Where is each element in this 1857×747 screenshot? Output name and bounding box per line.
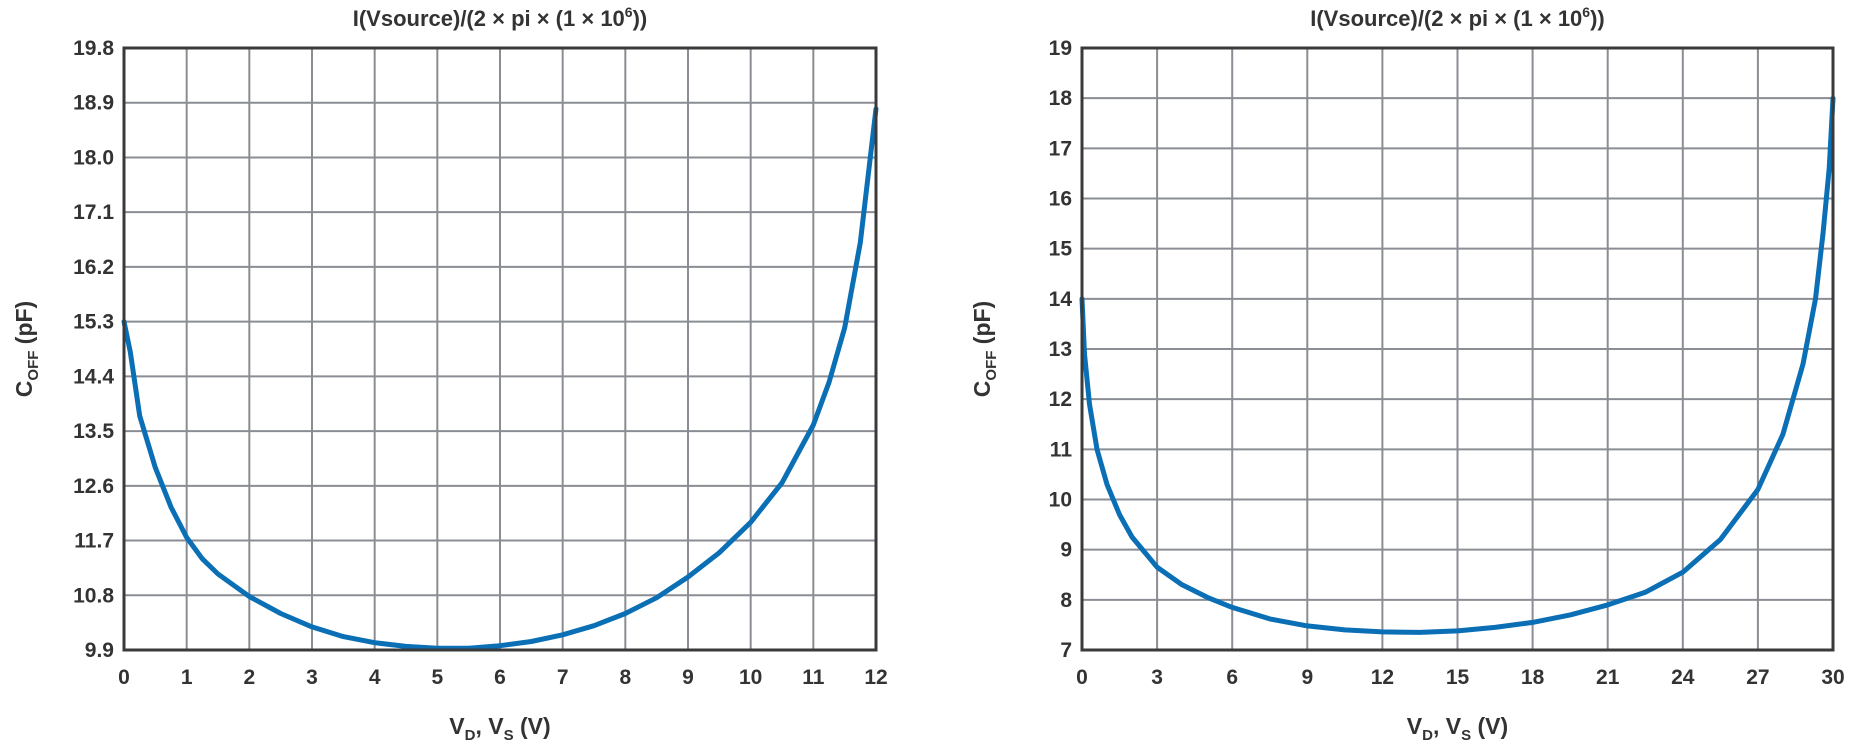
y-tick-label: 15.3: [73, 311, 114, 334]
x-tick-label: 0: [1076, 666, 1088, 689]
y-tick-label: 16: [1049, 188, 1072, 211]
chart-title: I(Vsource)/(2 × pi × (1 × 106)): [1310, 4, 1605, 31]
x-tick-label: 2: [243, 666, 255, 689]
y-tick-label: 15: [1049, 238, 1073, 261]
x-tick-label: 3: [1151, 666, 1163, 689]
x-tick-label: 30: [1821, 666, 1844, 689]
series-line-1: [121, 106, 879, 651]
y-tick-label: 17.1: [73, 201, 114, 224]
y-tick-label: 16.2: [73, 256, 114, 279]
chart-2: 0 3 6 9 12 15 18 21 24 27 30 7 8 9 10 11 12 13 14 15 16 17 18 1…: [969, 4, 1845, 744]
y-tick-label: 13.5: [73, 420, 114, 443]
y-tick-label: 14.4: [73, 365, 114, 388]
x-tick-label: 27: [1746, 666, 1769, 689]
x-tick-label: 18: [1521, 666, 1545, 689]
y-tick-label: 10.8: [73, 584, 114, 607]
x-tick-label: 11: [802, 666, 825, 689]
y-tick-label: 18.0: [73, 146, 114, 169]
y-tick-label: 19.8: [73, 37, 114, 60]
y-tick-label: 12.6: [73, 475, 114, 498]
x-tick-label: 5: [431, 666, 443, 689]
y-tick-label: 8: [1060, 589, 1072, 612]
x-axis-label: VD, VS (V): [449, 713, 550, 744]
x-tick-label: 21: [1596, 666, 1620, 689]
x-tick-label: 3: [306, 666, 318, 689]
y-tick-label: 17: [1049, 137, 1072, 160]
x-tick-label: 15: [1446, 666, 1470, 689]
x-tick-label: 1: [181, 666, 193, 689]
plot-frame: [122, 46, 878, 652]
y-tick-label: 11.7: [74, 530, 114, 553]
y-tick-label: 18: [1049, 87, 1073, 110]
x-tick-label: 12: [1371, 666, 1394, 689]
chart-title: I(Vsource)/(2 × pi × (1 × 106)): [353, 4, 648, 31]
x-tick-label: 9: [682, 666, 694, 689]
y-tick-label: 9.9: [85, 639, 114, 662]
x-tick-label: 10: [739, 666, 762, 689]
series-line-1: [1079, 95, 1836, 635]
x-tick-label: 8: [619, 666, 631, 689]
x-tick-label: 0: [118, 666, 130, 689]
x-axis-label: VD, VS (V): [1407, 713, 1508, 744]
x-tick-label: 12: [864, 666, 887, 689]
chart-1: 0 1 2 3 4 5 6 7 8 9 10 11 129.910.811.712.613.514.41…: [11, 4, 888, 744]
y-axis-label: COFF (pF): [11, 301, 42, 397]
y-tick-label: 14: [1049, 288, 1073, 311]
y-tick-label: 9: [1060, 539, 1072, 562]
plot-frame: [1080, 46, 1835, 652]
y-tick-label: 7: [1060, 639, 1072, 662]
y-tick-label: 11: [1050, 438, 1073, 461]
y-tick-label: 10: [1049, 489, 1072, 512]
y-tick-label: 13: [1049, 338, 1072, 361]
x-tick-label: 24: [1671, 666, 1695, 689]
y-tick-label: 18.9: [73, 92, 114, 115]
x-tick-label: 7: [557, 666, 569, 689]
y-tick-label: 19: [1049, 37, 1072, 60]
x-tick-label: 4: [369, 666, 381, 689]
x-tick-label: 6: [494, 666, 506, 689]
y-tick-label: 12: [1049, 388, 1072, 411]
x-tick-label: 6: [1226, 666, 1238, 689]
y-axis-label: COFF (pF): [969, 301, 1000, 397]
x-tick-label: 9: [1301, 666, 1313, 689]
